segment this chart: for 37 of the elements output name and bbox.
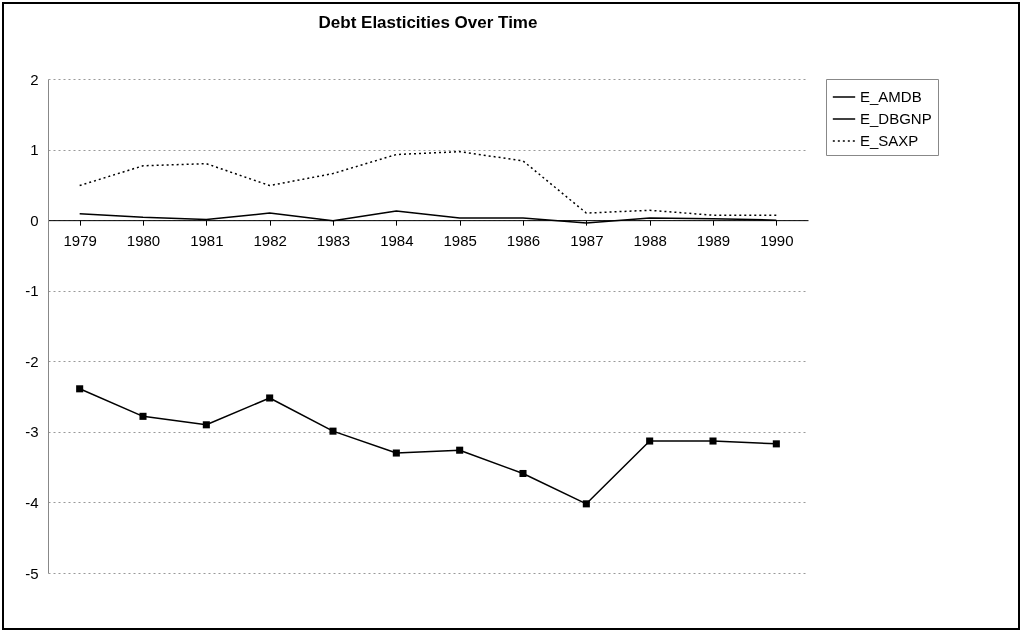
y-tick-label: -3 (25, 423, 39, 441)
chart-title: Debt Elasticities Over Time (318, 13, 538, 32)
y-tick-label: -1 (25, 282, 39, 300)
x-tick-label: 1990 (760, 231, 794, 249)
y-tick-label: -5 (25, 564, 39, 582)
x-tick-label: 1979 (63, 231, 97, 249)
legend-label: E_DBGNP (860, 110, 932, 127)
point (709, 437, 717, 445)
y-tick-label: -4 (25, 493, 39, 511)
y-tick-label: 0 (30, 211, 39, 229)
y-tick-label: 2 (30, 70, 39, 88)
point (76, 385, 84, 393)
point (139, 412, 147, 420)
x-tick-label: 1986 (506, 231, 541, 249)
x-tick-label: 1980 (126, 231, 161, 249)
x-tick-label: 1981 (190, 231, 224, 249)
point (329, 427, 337, 435)
x-tick-label: 1988 (633, 231, 667, 249)
point (582, 500, 590, 508)
point (519, 469, 527, 478)
point (202, 421, 210, 429)
x-tick-label: 1985 (443, 231, 477, 249)
point (646, 437, 654, 445)
line-series (78, 150, 778, 216)
point (392, 449, 400, 457)
x-tick-label: 1982 (253, 231, 287, 249)
y-tick-label: 1 (30, 141, 39, 159)
point (266, 394, 274, 402)
legend-label: E_SAXP (860, 132, 919, 149)
x-tick-label: 1987 (570, 231, 604, 249)
x-tick-label: 1984 (380, 231, 414, 249)
x-tick-label: 1983 (316, 231, 351, 249)
point (456, 446, 464, 454)
x-tick-label: 1989 (696, 231, 731, 249)
y-tick-label: -2 (25, 352, 39, 370)
legend-label: E_AMDB (860, 88, 922, 105)
point (772, 440, 780, 448)
